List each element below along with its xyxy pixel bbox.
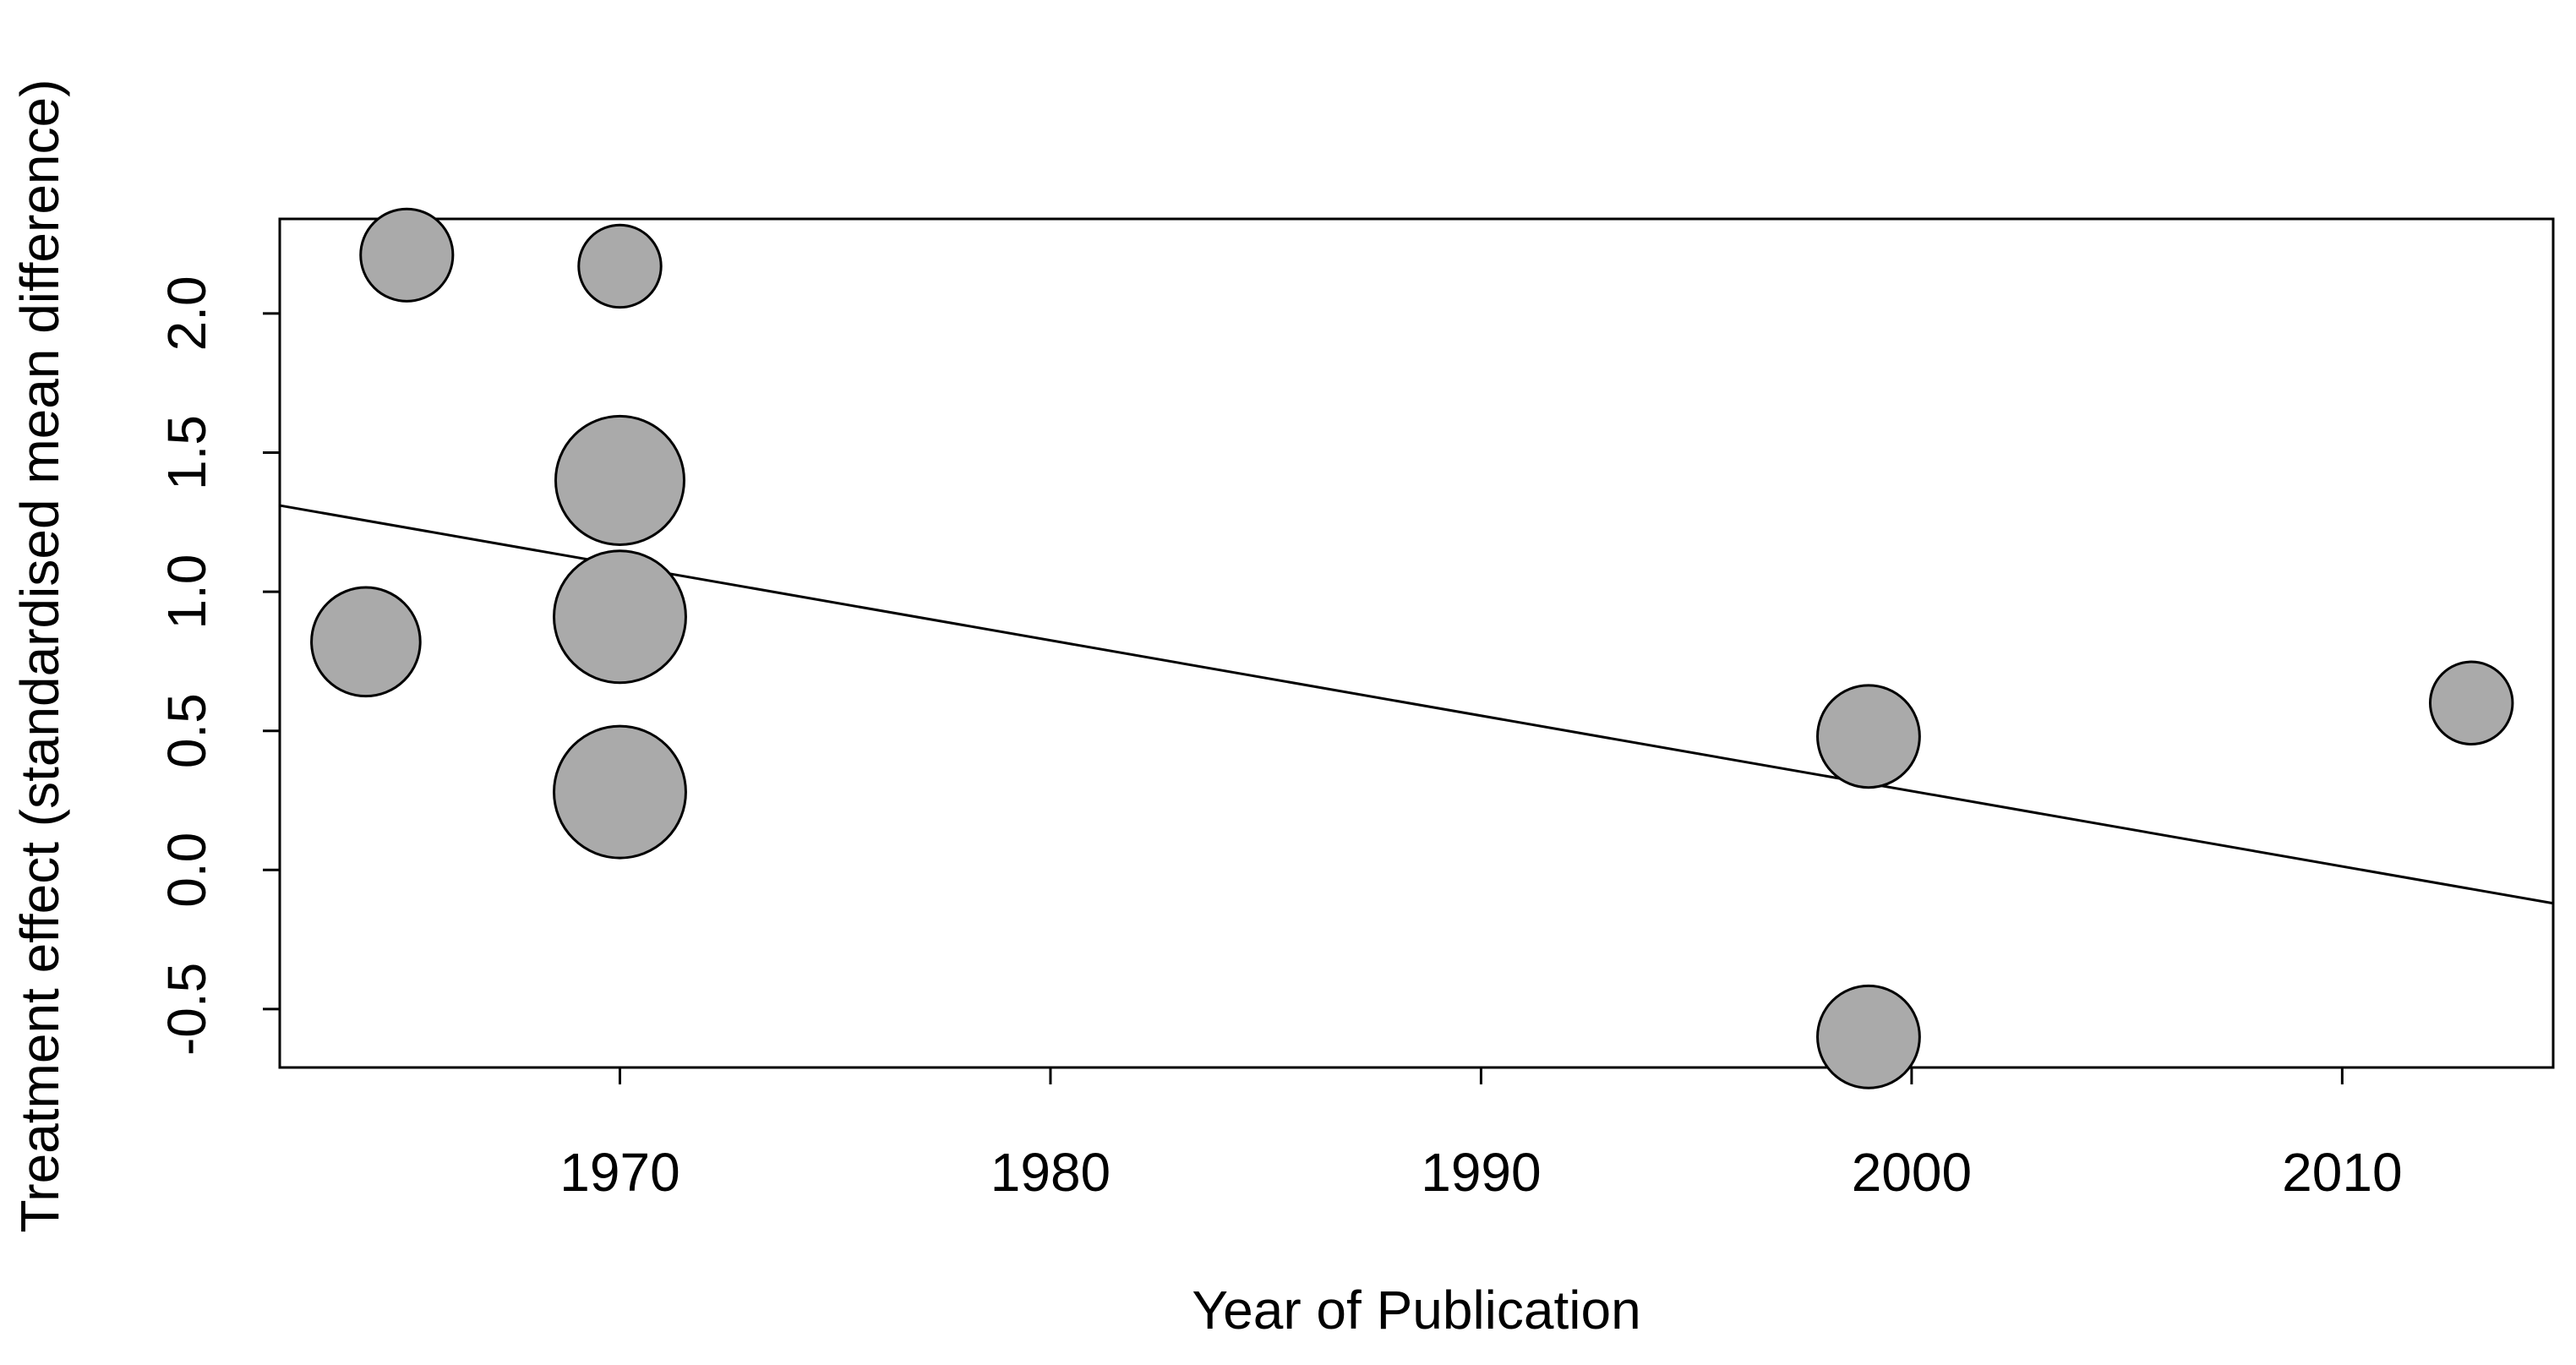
y-tick-label: 0.0 — [156, 833, 217, 908]
bubble — [553, 724, 687, 860]
y-tick-label: 2.0 — [156, 276, 217, 351]
x-tick-label: 1990 — [1421, 1142, 1541, 1203]
bubble — [554, 414, 685, 546]
bubble — [1816, 684, 1921, 789]
y-tick-label: 0.5 — [156, 693, 217, 768]
y-axis-label: Treatment effect (standardised mean diff… — [9, 79, 70, 1233]
bubble — [359, 207, 455, 303]
bubble — [553, 549, 687, 685]
y-tick-label: 1.0 — [156, 554, 217, 630]
x-tick-label: 2000 — [1852, 1142, 1972, 1203]
x-axis-label: Year of Publication — [1192, 1280, 1640, 1340]
y-tick-label: -0.5 — [156, 963, 217, 1056]
y-tick-label: 1.5 — [156, 415, 217, 490]
bubble — [310, 586, 422, 698]
bubble — [577, 223, 663, 309]
bubble — [2428, 660, 2514, 745]
x-tick-label: 1970 — [559, 1142, 679, 1203]
x-tick-label: 2010 — [2282, 1142, 2402, 1203]
bubble — [1816, 984, 1921, 1089]
x-tick-label: 1980 — [991, 1142, 1111, 1203]
